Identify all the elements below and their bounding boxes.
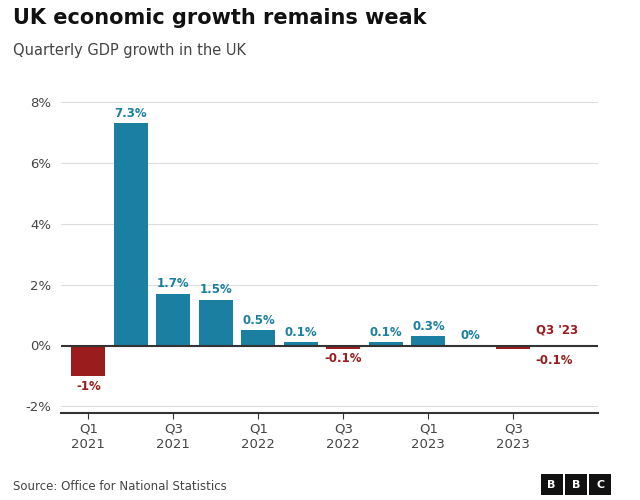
Text: 1.7%: 1.7%: [157, 277, 189, 290]
Text: -0.1%: -0.1%: [536, 354, 573, 367]
Text: Source: Office for National Statistics: Source: Office for National Statistics: [13, 480, 227, 492]
Bar: [199, 300, 233, 346]
Bar: [284, 342, 318, 345]
Bar: [412, 336, 445, 345]
Text: 1.5%: 1.5%: [200, 283, 232, 296]
Bar: [156, 294, 191, 346]
Text: 0%: 0%: [461, 329, 481, 342]
Bar: [241, 330, 275, 345]
Text: B: B: [547, 480, 556, 490]
Text: UK economic growth remains weak: UK economic growth remains weak: [13, 8, 426, 28]
Bar: [497, 346, 531, 348]
Text: 0.5%: 0.5%: [242, 314, 275, 326]
Text: -0.1%: -0.1%: [324, 352, 362, 365]
Text: 0.3%: 0.3%: [412, 320, 445, 332]
Text: Quarterly GDP growth in the UK: Quarterly GDP growth in the UK: [13, 42, 246, 58]
Bar: [72, 346, 106, 376]
Text: 7.3%: 7.3%: [115, 106, 147, 120]
Text: 0.1%: 0.1%: [369, 326, 402, 339]
Text: B: B: [572, 480, 580, 490]
Bar: [369, 342, 403, 345]
Bar: [326, 346, 360, 348]
Text: -1%: -1%: [76, 380, 100, 392]
Text: 0.1%: 0.1%: [285, 326, 317, 339]
Bar: [114, 123, 148, 346]
Text: C: C: [596, 480, 604, 490]
Text: Q3 '23: Q3 '23: [536, 324, 578, 337]
